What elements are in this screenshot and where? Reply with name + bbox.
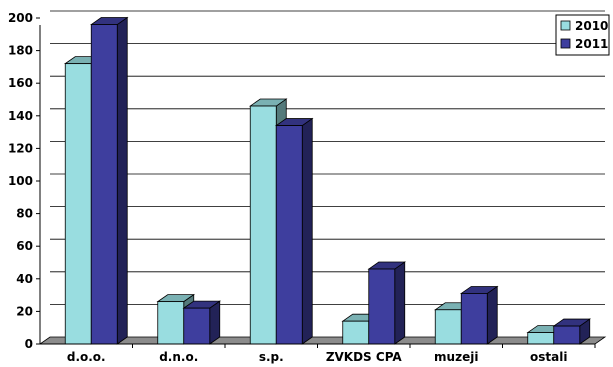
y-tick-label: 160 bbox=[8, 76, 33, 90]
x-category-label: muzeji bbox=[434, 350, 478, 364]
x-category-label: ZVKDS CPA bbox=[326, 350, 403, 364]
y-tick-label: 200 bbox=[8, 11, 33, 25]
bar-2011-muzeji bbox=[459, 285, 499, 345]
y-tick-label: 0 bbox=[25, 337, 33, 351]
y-tick-label: 80 bbox=[16, 207, 33, 221]
grid-lines bbox=[50, 10, 605, 305]
bar-2011-s-p- bbox=[274, 117, 314, 345]
x-category-label: ostali bbox=[530, 350, 567, 364]
legend-swatch-2010 bbox=[560, 20, 571, 31]
y-tick-label: 60 bbox=[16, 239, 33, 253]
y-tick-label: 120 bbox=[8, 141, 33, 155]
x-category-label: s.p. bbox=[259, 350, 284, 364]
x-axis-categories: d.o.o. d.n.o. s.p. ZVKDS CPA muzeji ostali bbox=[67, 344, 596, 364]
bars bbox=[63, 16, 592, 345]
legend: 2010 2011 bbox=[555, 14, 610, 56]
legend-label-2011: 2011 bbox=[575, 37, 608, 51]
legend-swatch-2011 bbox=[560, 38, 571, 49]
y-tick-label: 140 bbox=[8, 109, 33, 123]
y-tick-label: 40 bbox=[16, 272, 33, 286]
bar-2011-zvkds-cpa bbox=[367, 261, 407, 345]
bar-2011-d-o-o- bbox=[89, 16, 129, 345]
bar-2011-d-n-o- bbox=[182, 300, 222, 345]
x-category-label: d.n.o. bbox=[159, 350, 198, 364]
x-category-label: d.o.o. bbox=[67, 350, 106, 364]
y-tick-label: 20 bbox=[16, 304, 33, 318]
y-tick-label: 100 bbox=[8, 174, 33, 188]
y-tick-label: 180 bbox=[8, 44, 33, 58]
bar-2011-ostali bbox=[552, 318, 592, 345]
y-axis-ticks: 0 20 40 60 80 100 120 140 160 180 200 bbox=[8, 11, 40, 351]
legend-label-2010: 2010 bbox=[575, 19, 608, 33]
